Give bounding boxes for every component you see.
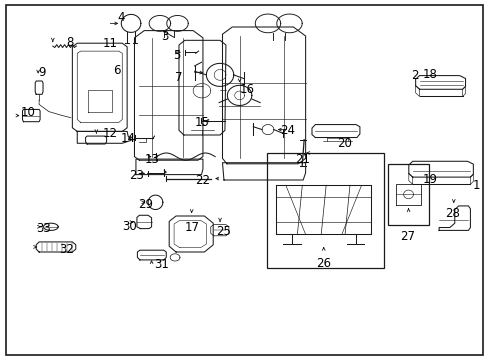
Text: 30: 30 (122, 220, 137, 233)
Text: 11: 11 (102, 37, 117, 50)
Text: 8: 8 (66, 36, 74, 49)
Text: 10: 10 (21, 106, 36, 119)
Text: 6: 6 (113, 64, 120, 77)
Text: 18: 18 (422, 68, 437, 81)
Text: 24: 24 (279, 124, 294, 137)
Text: 19: 19 (422, 173, 437, 186)
Text: 4: 4 (117, 11, 125, 24)
Text: 3: 3 (161, 30, 169, 42)
Text: 27: 27 (399, 230, 414, 243)
Text: 1: 1 (471, 179, 479, 192)
Text: 20: 20 (336, 137, 351, 150)
Text: 23: 23 (129, 169, 144, 182)
Text: 5: 5 (173, 49, 180, 62)
Text: 17: 17 (184, 221, 199, 234)
Text: 9: 9 (38, 66, 45, 79)
Text: 26: 26 (316, 257, 330, 270)
Text: 21: 21 (294, 153, 309, 166)
Text: 33: 33 (36, 222, 51, 235)
Text: 14: 14 (120, 132, 135, 145)
Text: 12: 12 (102, 127, 117, 140)
Text: 7: 7 (175, 71, 182, 84)
Text: 29: 29 (138, 198, 153, 211)
Text: 16: 16 (239, 83, 254, 96)
Text: 13: 13 (144, 153, 159, 166)
Text: 31: 31 (154, 258, 168, 271)
Text: 22: 22 (195, 174, 210, 187)
Text: 25: 25 (216, 225, 231, 238)
Text: 15: 15 (194, 116, 209, 129)
Text: 32: 32 (60, 243, 74, 256)
Text: 2: 2 (410, 69, 417, 82)
Text: 28: 28 (445, 207, 459, 220)
